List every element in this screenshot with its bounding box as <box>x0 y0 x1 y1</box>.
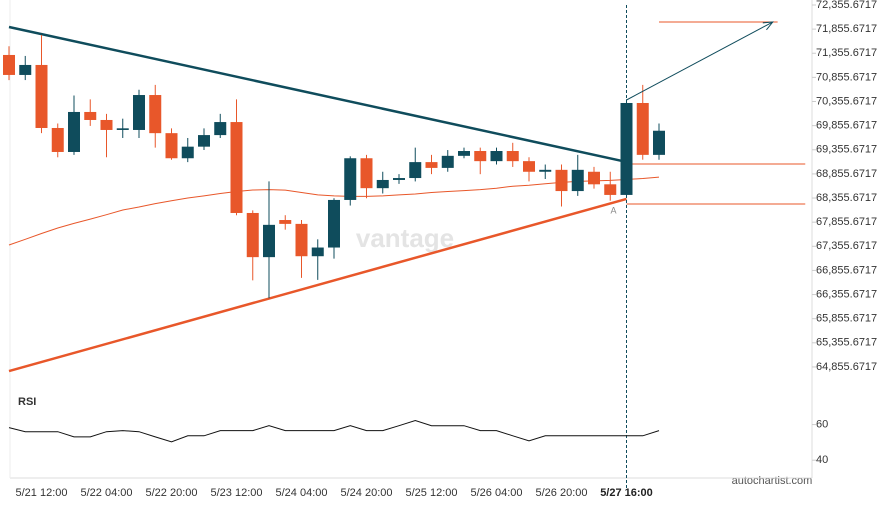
candle-body <box>84 111 97 120</box>
candle-body <box>376 179 389 189</box>
y-tick-label: 67,355.6717 <box>816 240 877 252</box>
candle-body <box>653 130 665 155</box>
candle-body <box>149 95 162 134</box>
candle-body <box>458 151 470 156</box>
candle-body <box>68 111 80 152</box>
candle-body <box>51 127 64 152</box>
x-tick-label: 5/24 04:00 <box>276 487 328 499</box>
x-tick-label: 5/21 12:00 <box>16 487 68 499</box>
candle-body <box>246 212 259 258</box>
x-tick-label: 5/26 20:00 <box>536 487 588 499</box>
x-tick-label: 5/23 12:00 <box>211 487 263 499</box>
candle-body <box>230 122 243 213</box>
rsi-tick-label: 60 <box>816 418 828 430</box>
candle-body <box>474 151 487 162</box>
forecast-arrow <box>626 21 773 101</box>
y-tick-label: 66,855.6717 <box>816 264 877 276</box>
candle-body <box>35 64 48 128</box>
candle-body <box>198 135 210 147</box>
y-tick-label: 68,855.6717 <box>816 168 877 180</box>
candle-body <box>506 151 519 162</box>
x-tick-label: 5/27 16:00 <box>600 487 653 499</box>
candle-body <box>344 158 357 200</box>
y-tick-label: 65,355.6717 <box>816 337 877 349</box>
candle-body <box>360 158 373 189</box>
candle-body <box>311 247 324 257</box>
candle-body <box>328 199 340 248</box>
candle-body <box>279 220 292 224</box>
y-tick-label: 67,855.6717 <box>816 216 877 228</box>
support-line <box>8 197 627 373</box>
watermark: vantage <box>356 223 454 253</box>
candle-body <box>181 146 194 159</box>
rsi-line <box>8 419 660 443</box>
candle-body <box>588 171 600 185</box>
y-tick-label: 72,355.6717 <box>816 0 877 11</box>
pattern-annotation: A <box>610 205 616 215</box>
x-tick-label: 5/22 04:00 <box>81 487 133 499</box>
candle-body <box>116 128 129 130</box>
candle-body <box>604 184 617 195</box>
moving-average <box>8 176 660 246</box>
y-tick-label: 69,855.6717 <box>816 120 877 132</box>
candle-body <box>3 54 15 75</box>
y-tick-label: 66,355.6717 <box>816 288 877 300</box>
candle-body <box>555 169 568 192</box>
candle-body <box>100 119 113 130</box>
candle-body <box>636 102 649 155</box>
x-tick-label: 5/25 12:00 <box>406 487 458 499</box>
x-tick-label: 5/24 20:00 <box>341 487 393 499</box>
rsi-title: RSI <box>18 396 36 408</box>
y-tick-label: 69,355.6717 <box>816 144 877 156</box>
candle-body <box>133 95 145 130</box>
y-tick-label: 68,355.6717 <box>816 192 877 204</box>
arrow-head <box>762 21 774 31</box>
y-tick-label: 71,855.6717 <box>816 23 877 35</box>
candle-body <box>523 161 535 172</box>
candle-body <box>393 178 405 180</box>
candle-body <box>490 151 503 162</box>
candle-body <box>19 64 32 75</box>
x-tick-label: 5/22 20:00 <box>146 487 198 499</box>
resistance-line <box>8 25 627 164</box>
candle-body <box>571 169 584 192</box>
candle-body <box>165 133 178 159</box>
rsi-tick-label: 40 <box>816 454 828 466</box>
y-tick-label: 65,855.6717 <box>816 313 877 325</box>
y-tick-label: 70,855.6717 <box>816 71 877 83</box>
y-tick-label: 70,355.6717 <box>816 95 877 107</box>
candle-body <box>295 223 308 257</box>
y-tick-label: 64,855.6717 <box>816 361 877 373</box>
y-tick-label: 71,355.6717 <box>816 47 877 59</box>
candle-body <box>214 122 227 136</box>
candle-body <box>263 224 275 258</box>
candle-body <box>441 155 454 168</box>
candle-body <box>539 169 552 172</box>
x-tick-label: 5/26 04:00 <box>471 487 523 499</box>
candle-body <box>409 162 422 179</box>
credit: autochartist.com <box>732 475 813 487</box>
candle-body <box>425 162 438 168</box>
candle-body <box>620 102 633 195</box>
